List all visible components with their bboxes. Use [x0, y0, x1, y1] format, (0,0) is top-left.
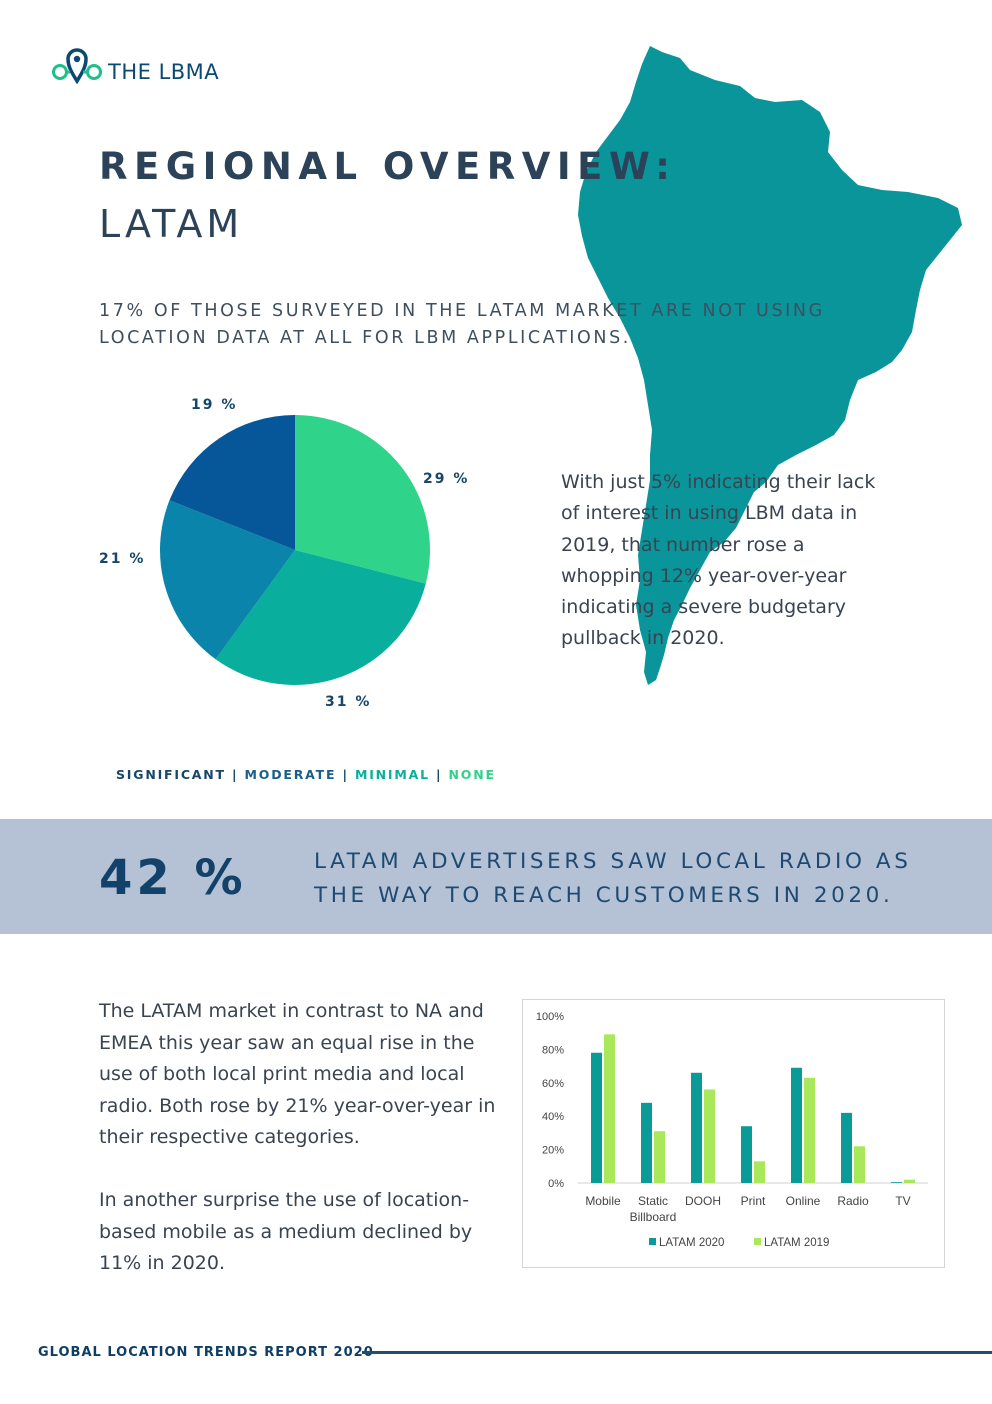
page-title: REGIONAL OVERVIEW:	[99, 145, 677, 188]
pie-label-moderate: 21 %	[99, 551, 146, 567]
x-tick-label: Online	[786, 1194, 821, 1208]
y-tick-label: 80%	[542, 1044, 564, 1056]
bar-latam-2019	[704, 1089, 715, 1183]
bar-latam-2020	[691, 1072, 702, 1183]
body-paragraph-1: The LATAM market in contrast to NA and E…	[99, 1000, 496, 1148]
x-tick-label: Billboard	[630, 1210, 677, 1224]
pie-slice-none	[295, 415, 430, 584]
pie-label-none: 29 %	[423, 471, 470, 487]
bar-latam-2020	[891, 1182, 902, 1183]
bar-latam-2020	[841, 1112, 852, 1183]
stat-band	[0, 819, 992, 934]
pie-label-significant: 19 %	[191, 397, 238, 413]
y-tick-label: 20%	[542, 1145, 564, 1157]
bar-chart: 0% 20% 40% 60% 80% 100% Mobile Static Billboard D…	[536, 1011, 928, 1249]
bar-latam-2020	[591, 1052, 602, 1183]
pie-commentary: With just 5% indicating their lack of in…	[561, 471, 876, 650]
legend-moderate: MODERATE	[244, 767, 337, 782]
stat-description: LATAM ADVERTISERS SAW LOCAL RADIO AS THE…	[314, 849, 912, 908]
pie-legend: SIGNIFICANT | MODERATE | MINIMAL | NONE	[116, 767, 496, 782]
legend-none: NONE	[448, 767, 496, 782]
body-text: The LATAM market in contrast to NA and E…	[99, 996, 504, 1311]
x-tick-label: Print	[741, 1194, 766, 1208]
brand-logo: THE LBMA	[50, 42, 219, 86]
x-tick-label: Static	[638, 1194, 668, 1208]
footer-rule	[362, 1351, 992, 1354]
pie-chart	[160, 415, 430, 685]
x-tick-label: DOOH	[685, 1194, 721, 1208]
bar-latam-2019	[654, 1131, 665, 1183]
bar-latam-2020	[741, 1126, 752, 1183]
pie-slice-significant	[169, 415, 295, 550]
bar-latam-2019	[904, 1179, 915, 1183]
stat-value: 42 %	[99, 850, 247, 906]
legend-separator: |	[225, 767, 245, 782]
footer-title: GLOBAL LOCATION TRENDS REPORT 2020	[38, 1345, 374, 1360]
location-pin-icon	[52, 48, 102, 85]
south-america-map	[578, 46, 962, 685]
bar-latam-2020	[791, 1067, 802, 1183]
y-tick-label: 60%	[542, 1078, 564, 1090]
body-paragraph-2: In another surprise the use of location-…	[99, 1189, 473, 1274]
y-tick-label: 100%	[536, 1011, 564, 1023]
legend-minimal: MINIMAL	[354, 767, 430, 782]
x-tick-label: Mobile	[585, 1194, 621, 1208]
chart-legend-swatch	[754, 1238, 761, 1245]
x-tick-label: TV	[895, 1194, 910, 1208]
south-america-shape	[578, 46, 962, 685]
bar-latam-2019	[804, 1077, 815, 1183]
y-tick-label: 40%	[542, 1111, 564, 1123]
y-tick-label: 0%	[548, 1178, 564, 1190]
brand-name: THE LBMA	[108, 60, 220, 84]
legend-separator: |	[336, 767, 355, 782]
pie-label-minimal: 31 %	[325, 694, 372, 710]
pie-slice-moderate	[160, 500, 295, 660]
bar-chart-panel: 0% 20% 40% 60% 80% 100% Mobile Static Billboard D…	[522, 999, 945, 1268]
x-tick-label: Radio	[837, 1194, 869, 1208]
page-subtitle: 17% OF THOSE SURVEYED IN THE LATAM MARKE…	[99, 301, 825, 348]
chart-legend-label: LATAM 2019	[764, 1237, 829, 1249]
bar-latam-2020	[641, 1102, 652, 1183]
legend-separator: |	[429, 767, 449, 782]
pie-slice-minimal	[215, 550, 426, 685]
bar-latam-2019	[754, 1161, 765, 1183]
chart-legend-swatch	[649, 1238, 656, 1245]
page-title-region: LATAM	[99, 202, 244, 246]
legend-significant: SIGNIFICANT	[116, 767, 226, 782]
bar-latam-2019	[604, 1034, 615, 1183]
chart-legend-label: LATAM 2020	[659, 1237, 724, 1249]
bar-latam-2019	[854, 1146, 865, 1183]
